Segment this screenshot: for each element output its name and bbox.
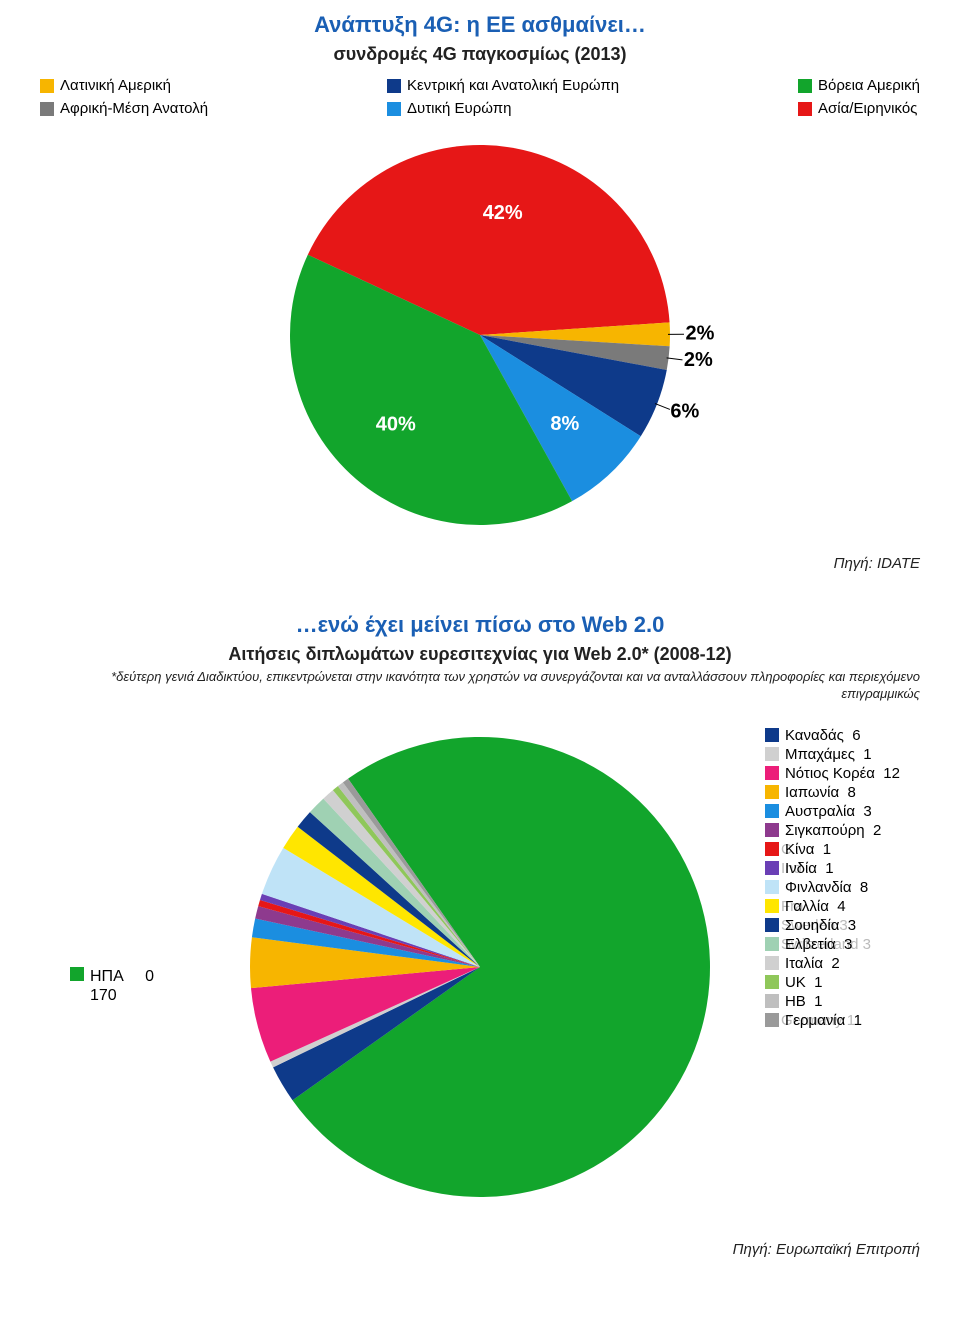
- swatch-icon: [40, 102, 54, 116]
- patent-label-item: Φινλανδία 8: [765, 879, 900, 896]
- legend-label: Δυτική Ευρώπη: [407, 100, 511, 117]
- legend-item: Ασία/Ειρηνικός: [798, 100, 920, 117]
- swatch-icon: [765, 747, 779, 761]
- chart1-source: Πηγή: IDATE: [40, 555, 920, 572]
- swatch-icon: [40, 79, 54, 93]
- chart2-labels: Καναδάς 6 Μπαχάμες 1 Νότιος Κορέα 12 Ιαπωνί…: [765, 727, 900, 1029]
- pie-label: 6%: [670, 401, 699, 423]
- patent-label-item: HB 1: [765, 993, 900, 1010]
- pie-label: 40%: [376, 414, 416, 436]
- patent-label-item: Switzerland 3Ελβετία 3: [765, 936, 900, 953]
- swatch-icon: [765, 937, 779, 951]
- swatch-icon: [765, 785, 779, 799]
- usa-value: 170: [90, 986, 154, 1005]
- chart1-pie-wrap: 42% 2% 2% 6% 8% 40%: [40, 125, 920, 545]
- pie-label: 2%: [686, 323, 715, 345]
- patent-label-text: HB 1: [785, 993, 823, 1010]
- patent-label-text: Φινλανδία 8: [785, 879, 868, 896]
- patent-label-item: Germany 1Γερμανία 1: [765, 1012, 900, 1029]
- swatch-icon: [387, 79, 401, 93]
- patent-label-item: Ιταλία 2: [765, 955, 900, 972]
- patent-label-text: Ινδία 1: [785, 860, 834, 877]
- patent-label-item: Αυστραλία 3: [765, 803, 900, 820]
- patent-label-item: Ιαπωνία 8: [765, 784, 900, 801]
- chart1-title: Ανάπτυξη 4G: η ΕΕ ασθμαίνει…: [40, 12, 920, 38]
- patent-label-text: Μπαχάμες 1: [785, 746, 872, 763]
- swatch-icon: [765, 823, 779, 837]
- swatch-icon: [765, 956, 779, 970]
- swatch-icon: [798, 79, 812, 93]
- pie-label: 42%: [483, 202, 523, 224]
- patent-label-text: Ελβετία 3: [785, 936, 852, 953]
- legend-item: Κεντρική και Ανατολική Ευρώπη: [387, 77, 619, 94]
- patent-label-text: Νότιος Κορέα 12: [785, 765, 900, 782]
- chart1-pie: 42% 2% 2% 6% 8% 40%: [230, 125, 730, 545]
- legend-label: Αφρική-Μέση Ανατολή: [60, 100, 208, 117]
- usa-zero: 0: [145, 968, 154, 985]
- chart2-wrap: ΗΠΑ 0 170 Καναδάς 6 Μπαχάμες 1 Νότιος Κορέ…: [40, 717, 920, 1237]
- patent-label-text: UK 1: [785, 974, 823, 991]
- patent-label-item: CΚίνα 1: [765, 841, 900, 858]
- chart1-legend: Λατινική Αμερική Αφρική-Μέση Ανατολή Κεντρ…: [40, 77, 920, 117]
- patent-label-item: Μπαχάμες 1: [765, 746, 900, 763]
- swatch-icon: [798, 102, 812, 116]
- swatch-icon: [765, 1013, 779, 1027]
- page: Ανάπτυξη 4G: η ΕΕ ασθμαίνει… συνδρομές 4…: [0, 0, 960, 1282]
- patent-label-text: Γαλλία 4: [785, 898, 846, 915]
- patent-label-item: IndΙνδία 1: [765, 860, 900, 877]
- swatch-icon: [765, 861, 779, 875]
- patent-label-item: Sweden 3Σουηδία 3: [765, 917, 900, 934]
- swatch-icon: [765, 899, 779, 913]
- swatch-icon: [765, 880, 779, 894]
- chart2-source: Πηγή: Ευρωπαϊκή Επιτροπή: [40, 1241, 920, 1258]
- pie-label: 2%: [684, 349, 713, 371]
- swatch-icon: [765, 804, 779, 818]
- legend-label: Ασία/Ειρηνικός: [818, 100, 917, 117]
- swatch-icon: [765, 994, 779, 1008]
- patent-label-item: Σιγκαπούρη 2: [765, 822, 900, 839]
- patent-label-item: FraΓαλλία 4: [765, 898, 900, 915]
- patent-label-text: Αυστραλία 3: [785, 803, 872, 820]
- patent-label-text: Σιγκαπούρη 2: [785, 822, 881, 839]
- chart2-subtitle: Αιτήσεις διπλωμάτων ευρεσιτεχνίας για We…: [40, 644, 920, 665]
- swatch-icon: [387, 102, 401, 116]
- usa-name: ΗΠΑ: [90, 968, 123, 985]
- swatch-icon: [765, 975, 779, 989]
- legend-item: Αφρική-Μέση Ανατολή: [40, 100, 208, 117]
- patent-label-text: Ιαπωνία 8: [785, 784, 856, 801]
- patent-label-text: Καναδάς 6: [785, 727, 861, 744]
- usa-label: ΗΠΑ 0 170: [70, 967, 154, 1005]
- legend-label: Βόρεια Αμερική: [818, 77, 920, 94]
- legend-item: Λατινική Αμερική: [40, 77, 208, 94]
- swatch-icon: [765, 918, 779, 932]
- legend-label: Κεντρική και Ανατολική Ευρώπη: [407, 77, 619, 94]
- patent-label-item: UK 1: [765, 974, 900, 991]
- legend-label: Λατινική Αμερική: [60, 77, 171, 94]
- usa-swatch: [70, 967, 84, 981]
- chart2-pie: [190, 717, 770, 1217]
- chart1-subtitle: συνδρομές 4G παγκοσμίως (2013): [40, 44, 920, 65]
- legend-item: Βόρεια Αμερική: [798, 77, 920, 94]
- patent-label-text: Γερμανία 1: [785, 1012, 862, 1029]
- pie-label: 8%: [550, 413, 579, 435]
- patent-label-item: Νότιος Κορέα 12: [765, 765, 900, 782]
- chart2-title: …ενώ έχει μείνει πίσω στο Web 2.0: [40, 612, 920, 638]
- patent-label-text: Ιταλία 2: [785, 955, 840, 972]
- chart2-footnote: *δεύτερη γενιά Διαδικτύου, επικεντρώνετα…: [40, 669, 920, 703]
- patent-label-item: Καναδάς 6: [765, 727, 900, 744]
- patent-label-text: Σουηδία 3: [785, 917, 856, 934]
- swatch-icon: [765, 766, 779, 780]
- swatch-icon: [765, 728, 779, 742]
- swatch-icon: [765, 842, 779, 856]
- patent-label-text: Κίνα 1: [785, 841, 831, 858]
- legend-item: Δυτική Ευρώπη: [387, 100, 619, 117]
